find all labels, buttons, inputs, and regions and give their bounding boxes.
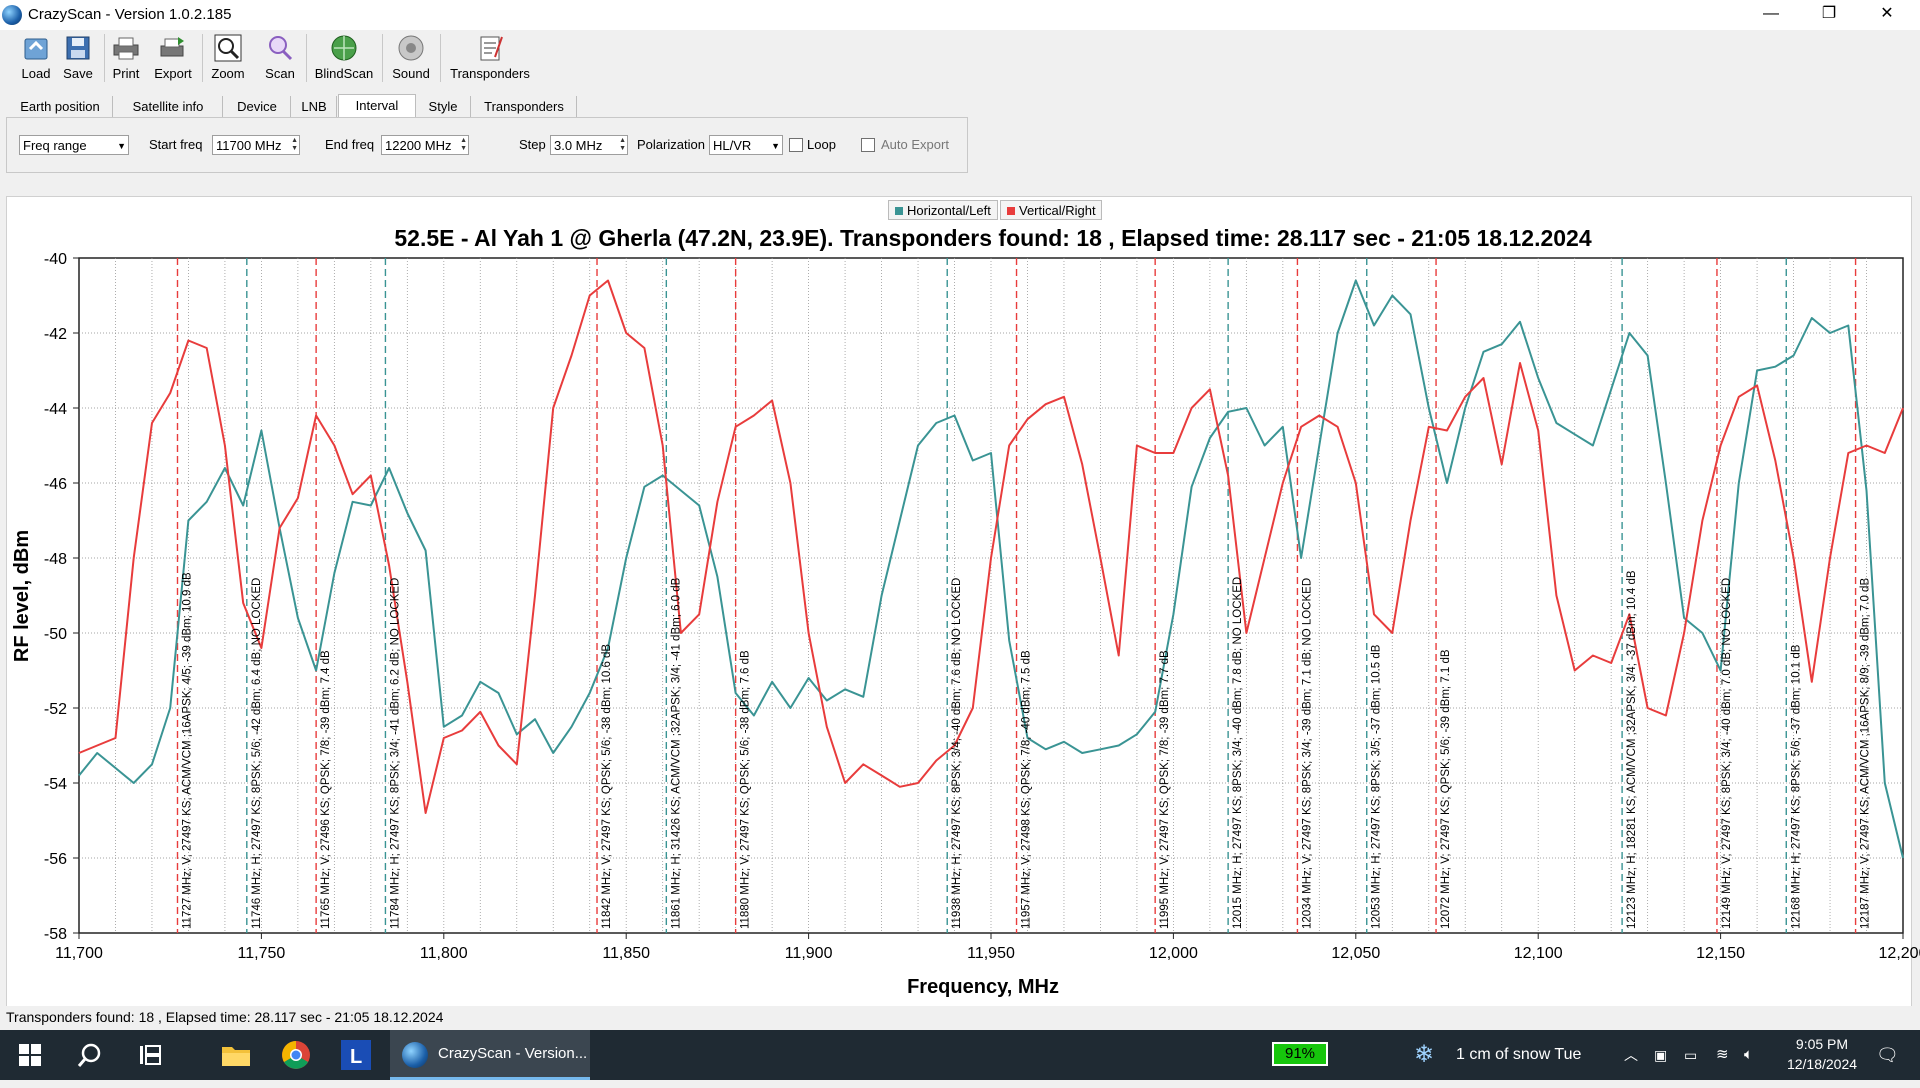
start-button[interactable] [0,1030,60,1080]
l-app-icon: L [341,1040,371,1070]
maximize-button[interactable]: ❐ [1821,5,1837,22]
task-view-icon [140,1045,161,1065]
zoom-button[interactable]: Zoom [206,33,250,85]
mode-select[interactable]: Freq range ▼ [19,135,129,155]
tab-earth-position[interactable]: Earth position [8,96,113,118]
blindscan-button[interactable]: BlindScan [312,33,376,85]
snowflake-icon: ❄ [1414,1041,1435,1068]
step-input[interactable]: 3.0 MHz ▲ ▼ [550,135,628,155]
printer-icon [113,37,139,60]
tab-device[interactable]: Device [224,96,291,118]
weather-text[interactable]: 1 cm of snow Tue [1456,1046,1582,1063]
wifi-icon[interactable]: ≋ [1716,1046,1729,1063]
battery-icon[interactable]: ▭ [1684,1047,1698,1063]
chevron-down-icon: ▼ [117,141,126,151]
tab-style[interactable]: Style [416,96,471,118]
status-bar: Transponders found: 18 , Elapsed time: 2… [0,1006,1920,1034]
tab-transponders[interactable]: Transponders [472,96,577,118]
scan-magnifier-icon [269,36,293,61]
tab-interval[interactable]: Interval [338,94,416,119]
transponders-button[interactable]: Transponders [448,33,532,85]
battery-indicator[interactable]: 91% [1272,1042,1328,1066]
sound-button[interactable]: Sound [388,33,434,85]
auto-export-checkbox[interactable] [861,138,875,152]
taskbar-crazyscan[interactable]: CrazyScan - Version... [390,1030,590,1080]
end-freq-label: End freq [325,137,375,152]
export-button[interactable]: Export [150,33,196,85]
legend-swatch-vertical [1007,207,1015,215]
legend-swatch-horizontal [895,207,903,215]
chrome-icon [282,1041,310,1069]
chevron-up-icon[interactable]: ︿ [1624,1047,1638,1063]
legend-horizontal[interactable]: Horizontal/Left [888,200,998,220]
meet-icon[interactable]: ▣ [1654,1047,1668,1063]
polarization-label: Polarization [637,137,705,152]
floppy-icon [66,36,90,60]
clock[interactable]: 9:05 PM 12/18/2024 [1786,1036,1858,1072]
taskbar: L CrazyScan - Version... 91% ❄ 1 cm of s… [0,1030,1920,1080]
polarization-select[interactable]: HL/VR ▼ [709,135,783,155]
loop-checkbox[interactable] [789,138,803,152]
chevron-down-icon: ▼ [771,141,780,151]
start-freq-input[interactable]: 11700 MHz ▲ ▼ [212,135,300,155]
windows-icon [19,1044,41,1066]
load-button[interactable]: Load [14,33,58,85]
step-label: Step [519,137,546,152]
end-freq-input[interactable]: 12200 MHz ▲ ▼ [381,135,469,155]
search-icon [77,1043,101,1067]
notification-icon[interactable]: 🗨︎ [1876,1045,1899,1065]
zoom-icon [214,34,242,62]
minimize-button[interactable]: — [1763,5,1779,22]
loop-label: Loop [807,137,836,152]
launcher-button[interactable]: L [326,1030,386,1080]
app-globe-icon [2,5,22,25]
interval-panel: Freq range ▼ Start freq 11700 MHz ▲ ▼ End f… [6,117,968,173]
tab-satellite-info[interactable]: Satellite info [114,96,223,118]
spinner-icon[interactable]: ▲ ▼ [619,137,626,152]
start-freq-label: Start freq [149,137,203,152]
folder-icon [222,1047,250,1066]
toolbar: Load Save Print Export Zoom Scan BlindSc… [0,30,1920,86]
title-bar: CrazyScan - Version 1.0.2.185 — ❐ ✕ [0,0,1920,30]
export-printer-icon [160,37,184,57]
search-button[interactable] [60,1030,120,1080]
file-explorer-button[interactable] [206,1030,266,1080]
window-title: CrazyScan - Version 1.0.2.185 [28,6,232,23]
volume-icon[interactable]: 🔈︎ [1744,1046,1754,1063]
legend-vertical[interactable]: Vertical/Right [1000,200,1102,220]
close-button[interactable]: ✕ [1880,5,1894,22]
tab-lnb[interactable]: LNB [292,96,337,118]
crazyscan-globe-icon [402,1042,428,1068]
auto-export-label: Auto Export [881,137,949,152]
speaker-disc-icon [398,35,424,61]
scan-button[interactable]: Scan [258,33,302,85]
print-button[interactable]: Print [108,33,144,85]
save-button[interactable]: Save [58,33,98,85]
chrome-button[interactable] [266,1030,326,1080]
chart-panel [6,196,1912,1008]
spinner-icon[interactable]: ▲ ▼ [291,137,298,152]
task-view-button[interactable] [120,1030,180,1080]
load-icon [24,38,48,60]
satellite-globe-icon [331,35,357,61]
transponders-list-icon [480,36,503,61]
svg-text:L: L [350,1046,362,1068]
spinner-icon[interactable]: ▲ ▼ [460,137,467,152]
